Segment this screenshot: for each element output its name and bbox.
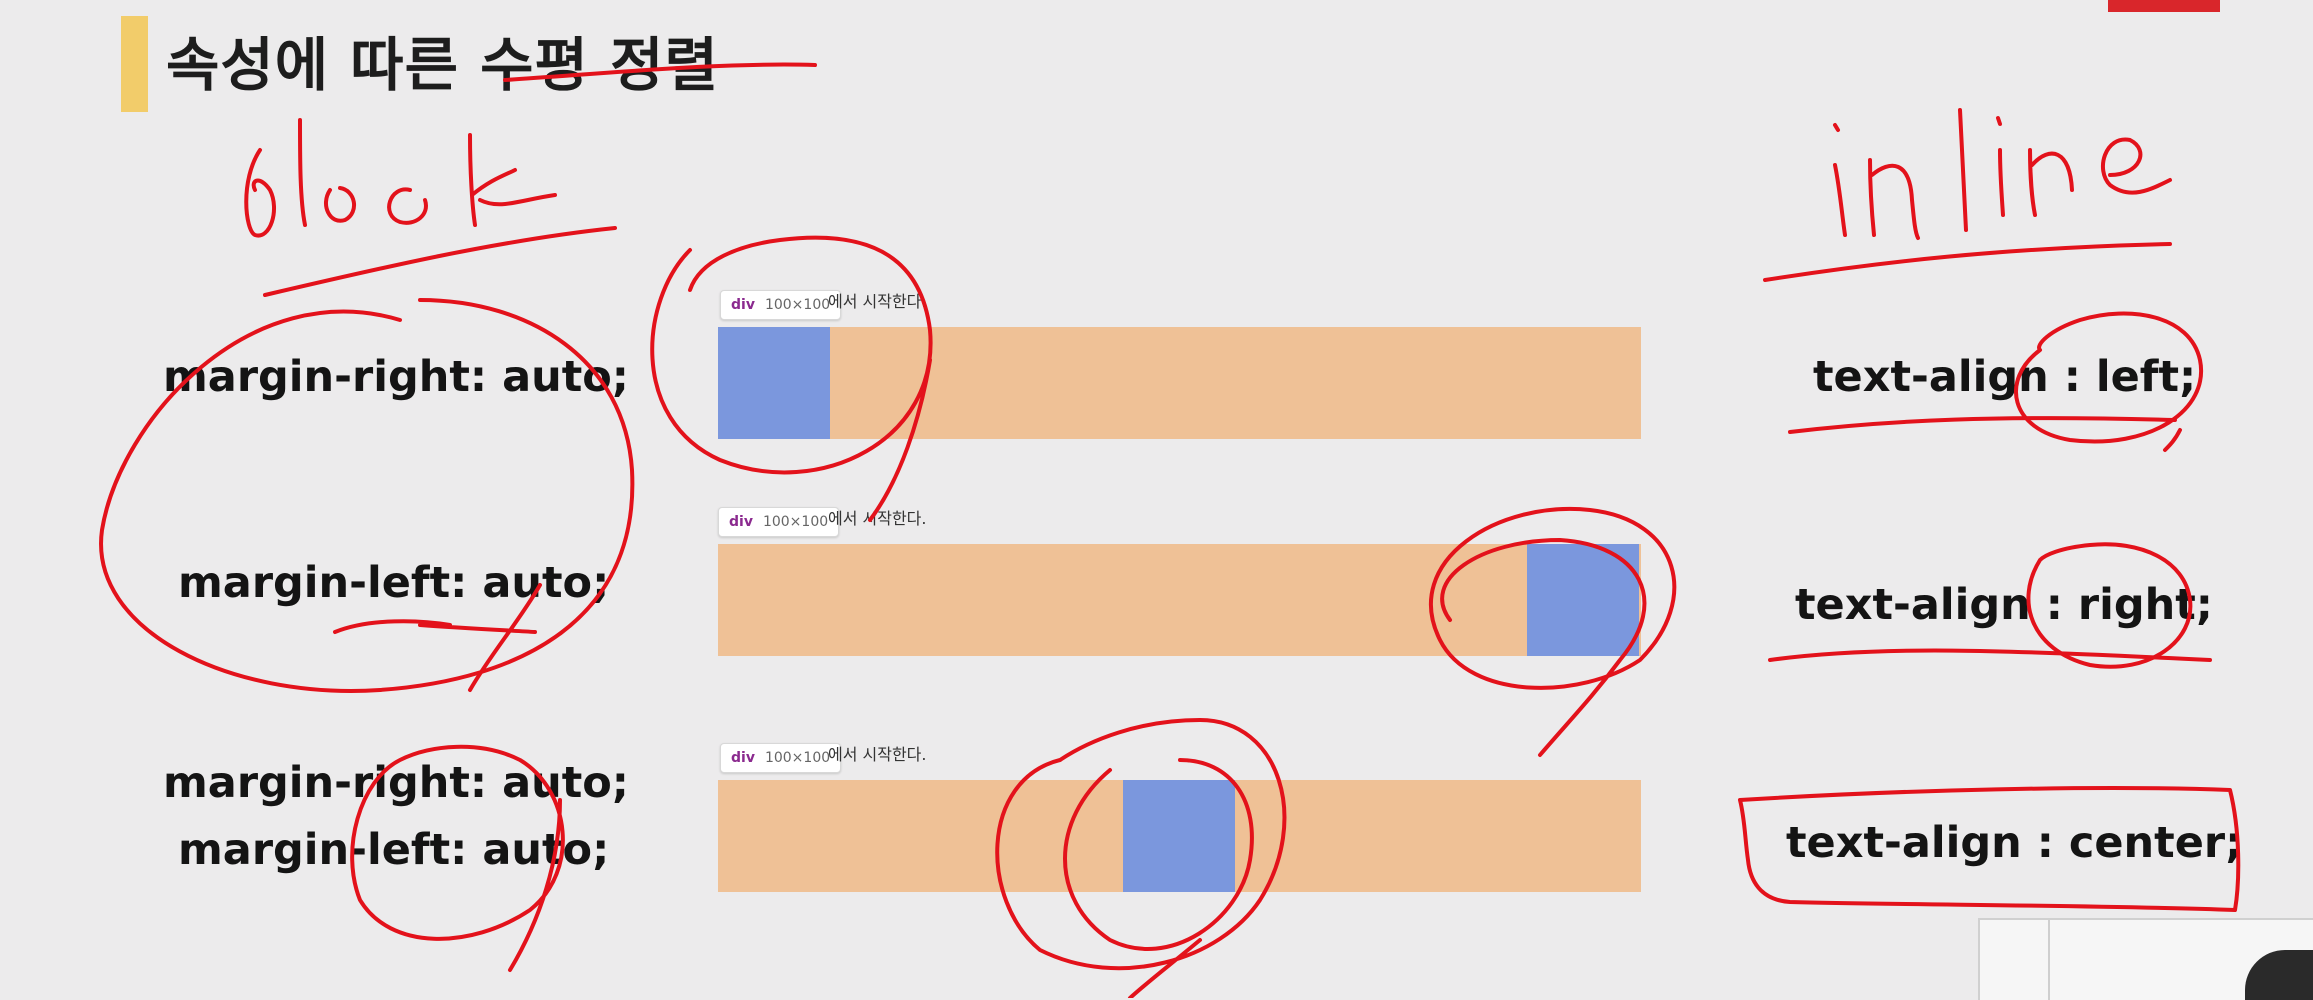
label-margin-right-auto: margin-right: auto; <box>163 352 629 402</box>
tooltip-tag: div <box>731 297 755 313</box>
webcam-thumbnail <box>1978 918 2313 1000</box>
devtools-tooltip: div 100×100 <box>720 743 842 773</box>
webcam-divider <box>2048 920 2050 1000</box>
parent-container <box>718 780 1641 892</box>
record-indicator <box>2108 0 2220 12</box>
devtools-tooltip: div 100×100 <box>718 507 840 537</box>
label-margin-right-auto-combined: margin-right: auto; <box>163 758 629 808</box>
label-text-align-right: text-align : right; <box>1795 580 2213 630</box>
tooltip-size: 100×100 <box>764 297 831 313</box>
presenter-head <box>2245 950 2313 1000</box>
tooltip-tag: div <box>729 514 753 530</box>
demo-caption: 에서 시작한다. <box>828 292 927 311</box>
underline-text-align-left <box>1788 416 2177 434</box>
label-text-align-left: text-align : left; <box>1813 352 2197 402</box>
demo-caption: 에서 시작한다. <box>828 745 927 764</box>
child-block-box <box>1123 780 1235 892</box>
label-margin-left-auto: margin-left: auto; <box>178 558 610 608</box>
label-text-align-center: text-align : center; <box>1786 818 2243 868</box>
handwritten-block <box>244 118 557 238</box>
label-margin-left-auto-combined: margin-left: auto; <box>178 825 610 875</box>
demo-caption: 에서 시작한다. <box>828 509 927 528</box>
handwritten-inline <box>1833 108 2172 240</box>
slide-title: 속성에 따른 수평 정렬 <box>166 31 719 99</box>
underline-text-align-right <box>1768 648 2212 662</box>
devtools-tooltip: div 100×100 <box>720 290 842 320</box>
block-underline <box>263 226 617 297</box>
title-accent-bar <box>121 16 148 112</box>
child-block-box <box>1527 544 1639 656</box>
parent-container <box>718 327 1641 439</box>
tooltip-size: 100×100 <box>762 514 829 530</box>
child-block-box <box>718 327 830 439</box>
parent-container <box>718 544 1641 656</box>
tooltip-size: 100×100 <box>764 750 831 766</box>
tooltip-tag: div <box>731 750 755 766</box>
inline-underline <box>1763 242 2172 282</box>
